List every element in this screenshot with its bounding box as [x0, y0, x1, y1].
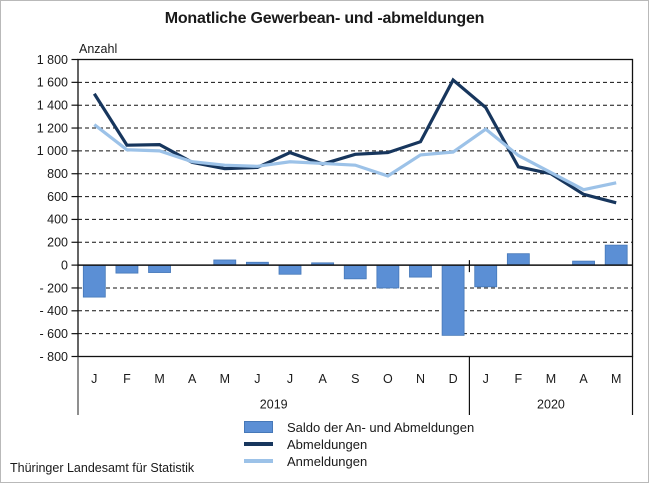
legend-label-anmeldungen: Anmeldungen — [287, 453, 368, 469]
y-tick-label: 800 — [47, 167, 68, 181]
saldo-bar — [376, 264, 400, 289]
plot-border — [77, 58, 634, 358]
y-tick-label: 1 600 — [37, 76, 68, 90]
month-label: M — [546, 372, 556, 386]
legend-item-anmeldungen: Anmeldungen — [244, 453, 474, 469]
saldo-bar — [409, 264, 432, 278]
month-label: A — [318, 372, 327, 386]
month-label: J — [254, 372, 260, 386]
anmeldungen-line — [93, 123, 617, 192]
saldo-swatch-icon — [244, 421, 273, 433]
legend-item-saldo: Saldo der An- und Abmeldungen — [244, 419, 475, 435]
month-label: M — [611, 372, 621, 386]
month-label: J — [91, 372, 97, 386]
month-label: J — [483, 372, 489, 386]
month-label: M — [154, 372, 164, 386]
saldo-bar — [343, 264, 367, 280]
month-label: F — [515, 372, 523, 386]
y-axis-title: Anzahl — [79, 42, 118, 56]
abmeldungen-swatch-icon — [244, 442, 273, 446]
month-label: N — [416, 372, 425, 386]
y-tick-label: 1 000 — [37, 144, 68, 158]
chart-legend: Saldo der An- und Abmeldungen Abmeldunge… — [244, 419, 475, 469]
month-label: O — [383, 372, 393, 386]
saldo-bar — [115, 264, 139, 274]
saldo-bar — [82, 264, 106, 298]
y-tick-label: - 800 — [40, 350, 69, 364]
chart-title: Monatliche Gewerbean- und -abmeldungen — [164, 10, 485, 27]
y-tick-label: 1 400 — [37, 98, 68, 112]
y-tick-label: 0 — [61, 258, 68, 272]
saldo-bar — [506, 253, 530, 266]
year-label: 2020 — [537, 398, 565, 412]
y-tick-label: - 400 — [40, 304, 69, 318]
saldo-bar — [148, 264, 171, 273]
month-label: D — [449, 372, 458, 386]
saldo-bar — [604, 244, 628, 266]
legend-item-abmeldungen: Abmeldungen — [244, 436, 474, 452]
saldo-bar — [213, 259, 237, 266]
y-tick-label: 600 — [47, 190, 68, 204]
y-tick-label: 400 — [47, 213, 68, 227]
legend-label-saldo: Saldo der An- und Abmeldungen — [287, 419, 475, 435]
month-label: F — [123, 372, 131, 386]
month-label: A — [188, 372, 197, 386]
source-attribution: Thüringer Landesamt für Statistik — [10, 461, 195, 475]
month-label: M — [220, 372, 230, 386]
y-tick-label: 200 — [47, 236, 68, 250]
abmeldungen-line — [92, 77, 617, 205]
month-label: S — [351, 372, 359, 386]
saldo-bar — [441, 264, 465, 336]
y-tick-label: - 600 — [40, 327, 69, 341]
month-label: A — [579, 372, 588, 386]
legend-label-abmeldungen: Abmeldungen — [287, 436, 368, 452]
y-tick-label: 1 200 — [37, 121, 68, 135]
y-tick-label: 1 800 — [37, 53, 68, 67]
anmeldungen-swatch-icon — [244, 459, 273, 463]
month-label: J — [287, 372, 293, 386]
year-label: 2019 — [260, 398, 288, 412]
saldo-bar — [474, 264, 498, 288]
y-tick-label: - 200 — [40, 281, 69, 295]
saldo-bar — [278, 264, 302, 275]
